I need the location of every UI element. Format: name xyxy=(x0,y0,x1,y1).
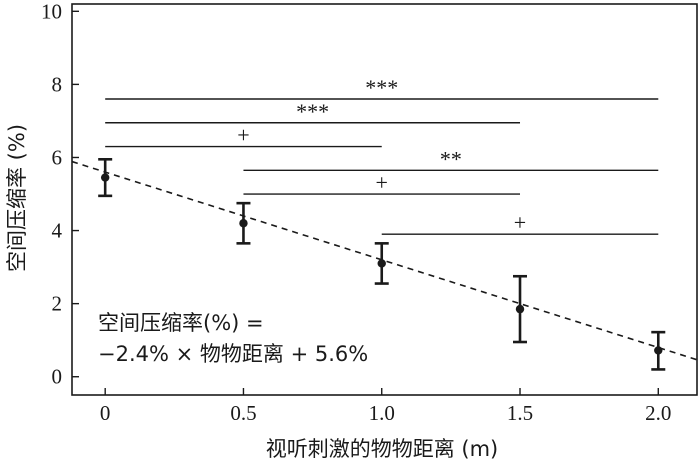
x-tick-label: 1.5 xyxy=(507,401,533,425)
plot-border xyxy=(71,3,698,396)
x-axis-ticks: 0 0.5 1.0 1.5 2.0 xyxy=(100,388,671,425)
y-tick-label: 4 xyxy=(52,219,63,243)
significance-label: + xyxy=(514,210,526,235)
significance-label: *** xyxy=(296,99,329,124)
y-tick-label: 8 xyxy=(52,72,63,96)
significance-label: *** xyxy=(365,75,398,100)
x-tick-label: 2.0 xyxy=(645,401,671,425)
data-point xyxy=(100,173,110,182)
y-axis-title: 空间压缩率 (%) xyxy=(5,124,29,272)
data-point xyxy=(654,346,663,355)
y-tick-label: 0 xyxy=(52,365,63,389)
equation-line-2: −2.4% × 物物距离 + 5.6% xyxy=(98,342,368,366)
significance-bars: *** *** + ** + + xyxy=(105,75,659,235)
significance-label: ** xyxy=(440,146,462,171)
significance-label: + xyxy=(376,170,388,195)
plot-frame xyxy=(71,3,698,396)
significance-label: + xyxy=(237,123,249,148)
y-tick-label: 6 xyxy=(52,145,63,169)
data-point xyxy=(239,219,248,228)
data-point xyxy=(377,259,386,268)
equation-line-1: 空间压缩率(%) = xyxy=(98,311,264,335)
y-tick-label: 2 xyxy=(52,292,63,316)
data-point xyxy=(515,304,525,314)
x-axis-title: 视听刺激的物物距离 (m) xyxy=(266,437,499,461)
y-axis-ticks: 0 2 4 6 8 10 xyxy=(41,0,79,389)
data-points xyxy=(98,158,666,371)
x-tick-label: 1.0 xyxy=(369,401,395,425)
x-tick-label: 0 xyxy=(100,401,111,425)
y-tick-label: 10 xyxy=(41,0,62,23)
x-tick-label: 0.5 xyxy=(230,401,256,425)
